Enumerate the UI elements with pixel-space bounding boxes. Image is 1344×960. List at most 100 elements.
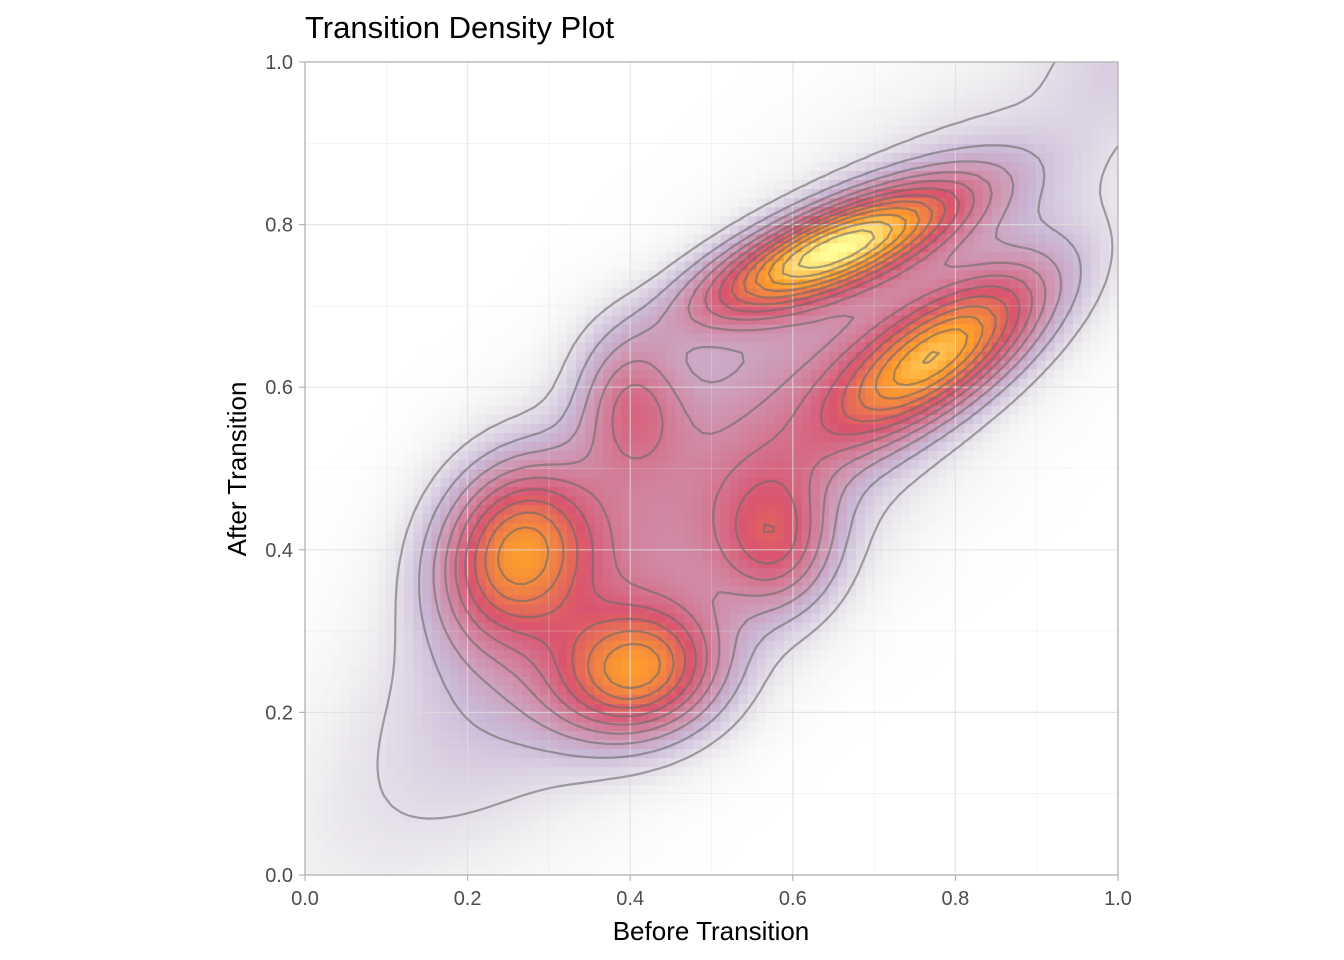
density-cell	[883, 793, 893, 804]
density-cell	[982, 396, 993, 406]
density-cell	[332, 811, 342, 822]
density-cell	[548, 820, 559, 831]
density-cell	[666, 721, 676, 732]
density-cell	[892, 495, 902, 506]
density-cell	[1000, 703, 1011, 713]
density-cell	[1027, 432, 1038, 442]
density-cell	[792, 585, 803, 596]
density-cell	[386, 576, 396, 587]
density-cell	[810, 766, 821, 777]
density-cell	[386, 730, 396, 741]
density-cell	[991, 432, 1002, 442]
density-cell	[485, 865, 496, 875]
density-cell	[1108, 721, 1118, 732]
density-cell	[657, 847, 667, 858]
density-cell	[856, 378, 866, 388]
density-cell	[792, 694, 803, 704]
density-cell	[738, 622, 749, 632]
density-cell	[476, 567, 487, 578]
density-cell	[476, 387, 487, 397]
density-cell	[874, 540, 884, 551]
density-cell	[395, 676, 405, 686]
density-cell	[937, 613, 947, 623]
density-cell	[919, 495, 929, 506]
density-cell	[350, 802, 360, 813]
density-cell	[747, 694, 758, 704]
density-cell	[305, 477, 315, 488]
density-cell	[413, 685, 424, 695]
density-cell	[1027, 784, 1038, 795]
density-cell	[684, 504, 695, 515]
density-cell	[413, 531, 424, 542]
density-cell	[305, 531, 315, 542]
density-cell	[557, 567, 568, 578]
density-cell	[566, 847, 577, 858]
density-cell	[883, 820, 893, 831]
density-cell	[720, 829, 731, 840]
density-cell	[955, 613, 966, 623]
density-cell	[603, 703, 613, 713]
density-cell	[603, 558, 613, 569]
density-cell	[359, 459, 369, 470]
density-cell	[585, 378, 595, 388]
density-cell	[711, 378, 722, 388]
density-cell	[413, 604, 424, 614]
density-cell	[874, 622, 884, 632]
density-cell	[594, 721, 604, 732]
density-cell	[1072, 414, 1083, 424]
density-cell	[1054, 640, 1065, 650]
density-cell	[557, 604, 568, 614]
density-cell	[928, 676, 938, 686]
density-cell	[341, 721, 351, 732]
density-cell	[630, 856, 640, 867]
density-cell	[1090, 441, 1101, 452]
density-cell	[404, 856, 414, 867]
density-cell	[476, 613, 487, 623]
density-cell	[666, 549, 676, 560]
density-cell	[476, 757, 487, 768]
density-cell	[566, 838, 577, 849]
density-cell	[810, 838, 821, 849]
density-cell	[476, 775, 487, 786]
density-cell	[874, 504, 884, 515]
density-cell	[566, 865, 577, 875]
density-cell	[1072, 685, 1083, 695]
density-cell	[919, 658, 929, 668]
density-cell	[422, 784, 433, 795]
density-cell	[1081, 441, 1092, 452]
density-cell	[901, 594, 911, 605]
density-cell	[684, 721, 695, 732]
density-cell	[305, 576, 315, 587]
density-cell	[1000, 631, 1011, 641]
density-cell	[937, 829, 947, 840]
density-cell	[982, 558, 993, 569]
density-cell	[964, 649, 975, 659]
density-cell	[377, 450, 387, 461]
density-cell	[919, 423, 929, 433]
density-cell	[449, 585, 460, 596]
density-cell	[557, 486, 568, 497]
density-cell	[702, 766, 713, 777]
density-cell	[919, 604, 929, 614]
density-cell	[874, 667, 884, 677]
density-cell	[1027, 748, 1038, 759]
density-cell	[1090, 820, 1101, 831]
density-cell	[1045, 567, 1056, 578]
density-cell	[1099, 676, 1110, 686]
density-cell	[449, 856, 460, 867]
density-cell	[503, 405, 514, 415]
density-cell	[874, 432, 884, 442]
density-cell	[810, 631, 821, 641]
density-cell	[774, 793, 785, 804]
density-cell	[413, 513, 424, 524]
density-cell	[1054, 558, 1065, 569]
density-cell	[666, 540, 676, 551]
density-cell	[666, 477, 676, 488]
density-cell	[747, 423, 758, 433]
density-cell	[621, 405, 631, 415]
density-cell	[883, 513, 893, 524]
density-cell	[1036, 450, 1047, 461]
density-cell	[422, 459, 433, 470]
density-cell	[747, 811, 758, 822]
density-cell	[801, 793, 812, 804]
